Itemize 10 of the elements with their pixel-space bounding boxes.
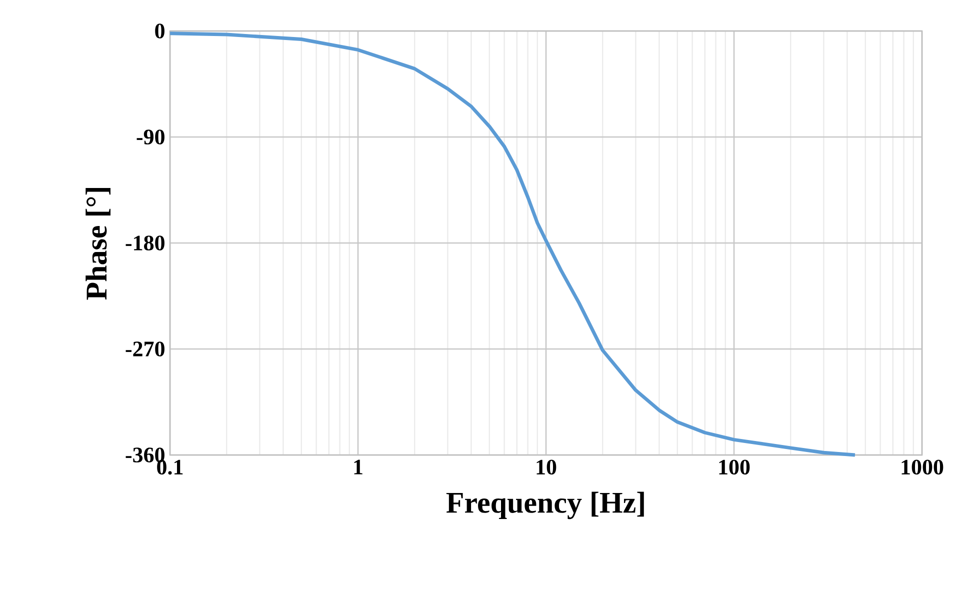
y-tick-label: -270 — [126, 342, 164, 356]
x-tick-label: 10 — [536, 460, 556, 475]
x-tick-label: 1000 — [902, 460, 944, 475]
y-tick-label: -90 — [136, 130, 164, 144]
y-tick-label: 0 — [155, 24, 164, 38]
y-axis-title: Phase [°] — [86, 188, 110, 300]
x-tick-label: 1 — [354, 460, 362, 474]
x-axis-title: Frequency [Hz] — [446, 492, 644, 520]
x-tick-label: 100 — [719, 460, 750, 475]
y-tick-label: -180 — [126, 236, 164, 250]
